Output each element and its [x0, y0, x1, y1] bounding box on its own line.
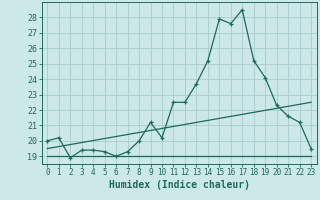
- X-axis label: Humidex (Indice chaleur): Humidex (Indice chaleur): [109, 180, 250, 190]
